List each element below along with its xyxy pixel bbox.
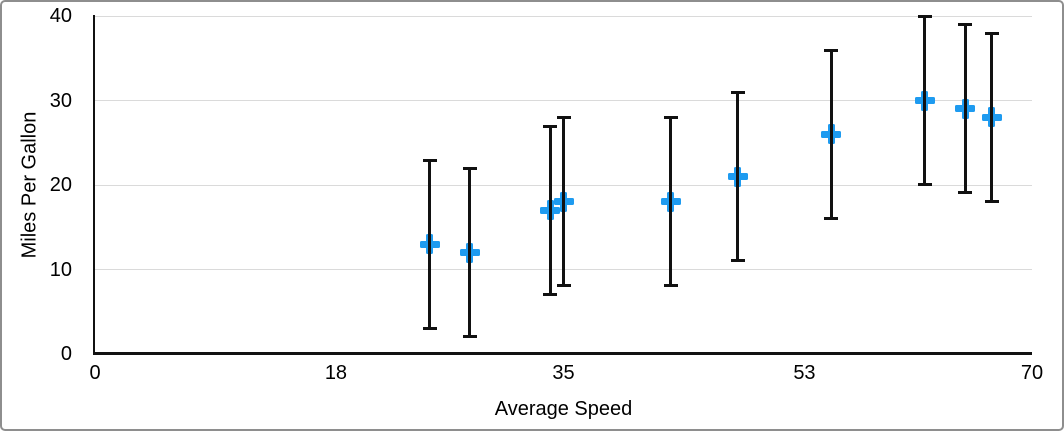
error-bar-line — [829, 49, 833, 219]
error-bar-line — [468, 168, 472, 338]
y-tick-label: 10 — [49, 258, 72, 281]
y-axis-line — [93, 15, 95, 355]
error-bar-cap-top — [462, 167, 477, 171]
error-bar-cap-top — [730, 91, 745, 95]
error-bar-cap-bottom — [543, 292, 558, 296]
error-bar-cap-bottom — [958, 191, 973, 195]
x-tick-label: 70 — [1020, 362, 1044, 384]
x-axis-line — [93, 352, 1032, 355]
error-bar-cap-top — [958, 23, 973, 27]
y-tick-label: 0 — [60, 343, 72, 365]
x-tick-label: 53 — [793, 362, 816, 384]
error-bar-cap-bottom — [462, 335, 477, 339]
error-bar-cap-bottom — [824, 216, 839, 220]
x-axis-title: Average Speed — [494, 398, 633, 420]
error-bar-cap-top — [663, 116, 678, 120]
error-bar-line — [562, 117, 565, 287]
error-bar-cap-bottom — [556, 284, 571, 288]
error-bar-cap-bottom — [422, 326, 437, 330]
error-bar-line — [990, 32, 994, 202]
gridline-y-30 — [95, 100, 1032, 101]
y-tick-label: 30 — [49, 89, 72, 112]
error-bar-cap-bottom — [663, 284, 678, 288]
error-bar-cap-top — [984, 31, 999, 35]
error-bar-cap-top — [917, 15, 932, 18]
gridline-y-40 — [95, 15, 1032, 17]
error-bar-cap-bottom — [730, 259, 745, 263]
y-tick-label: 20 — [49, 174, 72, 196]
error-bar-line — [963, 24, 967, 194]
error-bar-cap-top — [543, 124, 558, 128]
error-bar-line — [923, 16, 927, 185]
error-bar-line — [428, 159, 432, 329]
error-bar-line — [669, 117, 673, 287]
y-tick-label: 40 — [49, 5, 72, 27]
x-tick-label: 0 — [89, 362, 101, 384]
error-bar-cap-bottom — [917, 183, 932, 186]
error-bar-cap-top — [824, 48, 839, 52]
x-tick-label: 35 — [552, 362, 575, 384]
error-bar-cap-bottom — [984, 199, 999, 203]
error-bar-cap-top — [422, 158, 437, 162]
error-bar-cap-top — [556, 116, 571, 120]
error-bar-line — [548, 125, 552, 295]
x-tick-label: 18 — [324, 362, 348, 384]
error-bar-line — [736, 92, 739, 262]
